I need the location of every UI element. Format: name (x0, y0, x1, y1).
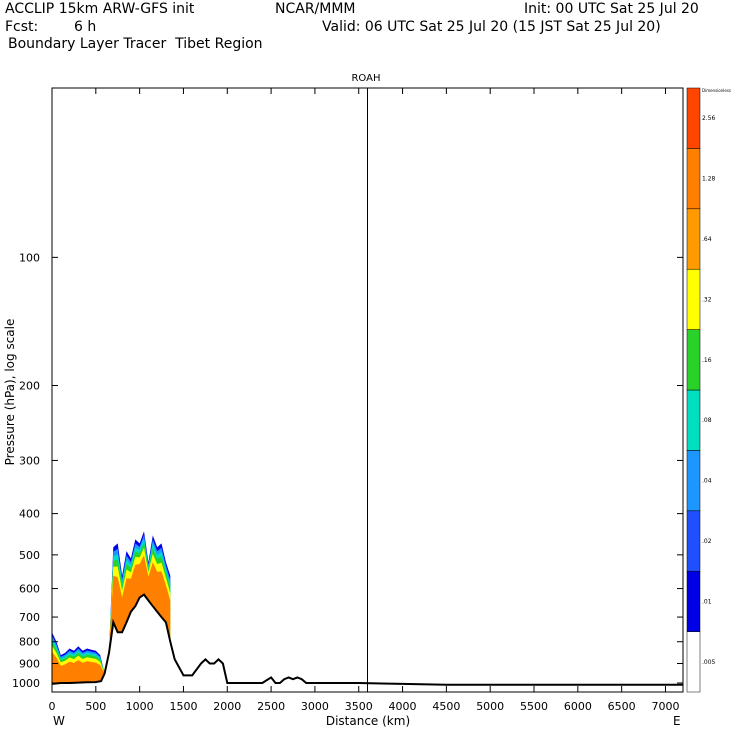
terrain-surface-line (51, 593, 683, 686)
init-time: Init: 00 UTC Sat 25 Jul 20 (524, 1, 699, 17)
y-tick-label: 300 (19, 454, 40, 467)
colorbar-segment (686, 148, 701, 210)
y-tick-label: 500 (19, 549, 40, 562)
chart-title: ROAH (351, 73, 380, 84)
colorbar-segment (686, 268, 701, 330)
model-title: ACCLIP 15km ARW-GFS init (5, 1, 195, 17)
colorbar-level-label: .16 (702, 357, 712, 364)
y-tick-label: 800 (19, 636, 40, 649)
org-label: NCAR/MMM (275, 1, 356, 17)
colorbar-segment (686, 87, 701, 149)
x-tick-label: 1500 (169, 700, 197, 713)
colorbar-level-label: .005 (702, 659, 716, 666)
x-tick-label: 3500 (345, 700, 373, 713)
colorbar-unit-label: Dimensionless (702, 88, 731, 93)
y-tick-label: 600 (19, 583, 40, 596)
colorbar-level-label: .02 (702, 538, 712, 545)
field-title: Boundary Layer Tracer Tibet Region (8, 36, 263, 52)
x-tick-label: 2000 (213, 700, 241, 713)
colorbar-segment (686, 450, 701, 512)
x-tick-label: 7000 (651, 700, 679, 713)
colorbar-level-label: .01 (702, 598, 712, 605)
x-tick-label: 1000 (126, 700, 154, 713)
x-tick-label: 5500 (520, 700, 548, 713)
colorbar-level-label: .08 (702, 417, 712, 424)
plot-frame (51, 87, 684, 693)
colorbar-segment (686, 510, 701, 572)
colorbar-segment (686, 208, 701, 270)
x-axis-label: Distance (km) (326, 714, 410, 728)
colorbar-level-label: 2.56 (702, 115, 716, 122)
x-tick-label: 6500 (608, 700, 636, 713)
x-tick-label: 4000 (389, 700, 417, 713)
y-tick-label: 900 (19, 658, 40, 671)
tracer-band-5 (52, 555, 171, 684)
y-tick-label: 100 (19, 251, 40, 264)
x-tick-label: 5000 (476, 700, 504, 713)
y-axis-label: Pressure (hPa), log scale (3, 319, 17, 466)
x-end-label-west: W (53, 714, 65, 728)
x-tick-label: 0 (49, 700, 56, 713)
x-tick-label: 4500 (432, 700, 460, 713)
colorbar-segment (686, 570, 701, 632)
colorbar-level-label: .32 (702, 296, 712, 303)
fcst-value: 6 h (74, 19, 97, 35)
colorbar-level-label: .04 (702, 478, 712, 485)
fcst-label: Fcst: (5, 19, 39, 35)
x-tick-label: 6000 (564, 700, 592, 713)
x-tick-label: 500 (85, 700, 106, 713)
colorbar-level-label: 1.28 (702, 176, 716, 183)
x-tick-label: 2500 (257, 700, 285, 713)
x-tick-label: 3000 (301, 700, 329, 713)
y-tick-label: 200 (19, 379, 40, 392)
y-tick-label: 400 (19, 508, 40, 521)
valid-time: Valid: 06 UTC Sat 25 Jul 20 (15 JST Sat … (322, 19, 661, 35)
colorbar-level-label: .64 (702, 236, 712, 243)
x-end-label-east: E (673, 714, 681, 728)
y-tick-label: 1000 (12, 677, 40, 690)
y-tick-label: 700 (19, 611, 40, 624)
colorbar-segment (686, 329, 701, 391)
colorbar-segment (686, 631, 701, 693)
colorbar-segment (686, 389, 701, 451)
